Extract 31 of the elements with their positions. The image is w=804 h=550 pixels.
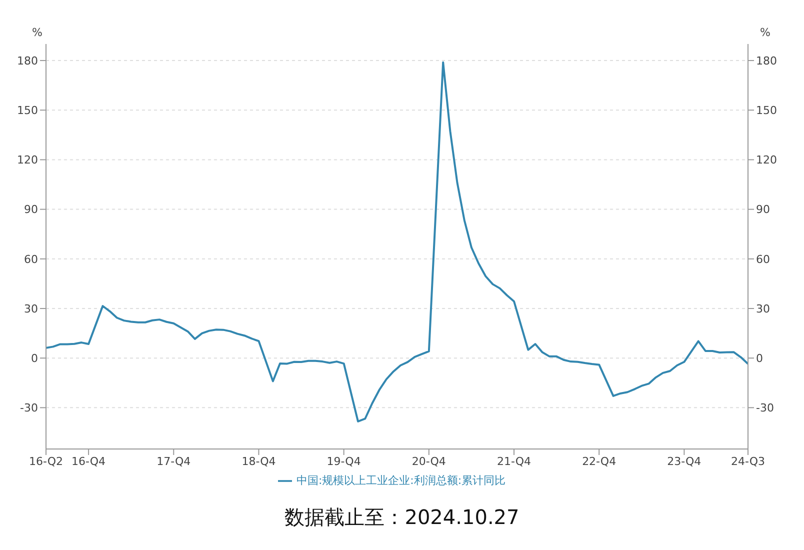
x-tick-label: 20-Q4 [412,454,446,468]
x-tick-label: 18-Q4 [242,454,276,468]
x-tick-label: 23-Q4 [667,454,702,468]
y2-tick-label: 30 [756,302,770,316]
y-tick-label: 30 [24,302,38,316]
y-tick-label: 60 [24,252,38,266]
y-tick-label: -30 [20,402,38,415]
y2-axis-title: % [760,26,770,39]
y2-tick-label: 150 [756,104,777,118]
y2-tick-label: 60 [756,252,770,266]
legend-label: 中国:规模以上工业企业:利润总额:累计同比 [296,474,506,487]
line-series [46,61,748,422]
x-tick-label: 22-Q4 [582,454,616,468]
y-tick-label: 0 [31,352,38,365]
x-tick-label: 16-Q2 [28,454,64,468]
y2-tick-label: 90 [756,203,770,216]
x-tick-label: 21-Q4 [496,454,532,468]
text: 数据截止至：2024.10.27 [284,504,520,531]
x-tick-label: 19-Q4 [326,454,361,468]
x-tick-label: 16-Q4 [72,454,106,468]
x-tick-label: 24-Q3 [730,454,766,468]
y-tick-label: 150 [17,104,38,118]
y2-tick-label: 120 [756,154,777,167]
y-tick-label: 120 [17,154,38,167]
y-tick-label: 180 [17,54,38,68]
y-tick-label: 90 [24,203,38,216]
y2-tick-label: 0 [756,352,763,365]
x-tick-label: 17-Q4 [156,454,191,468]
y2-tick-label: -30 [756,402,774,415]
y-axis-title: % [32,26,42,39]
y2-tick-label: 180 [756,54,777,68]
